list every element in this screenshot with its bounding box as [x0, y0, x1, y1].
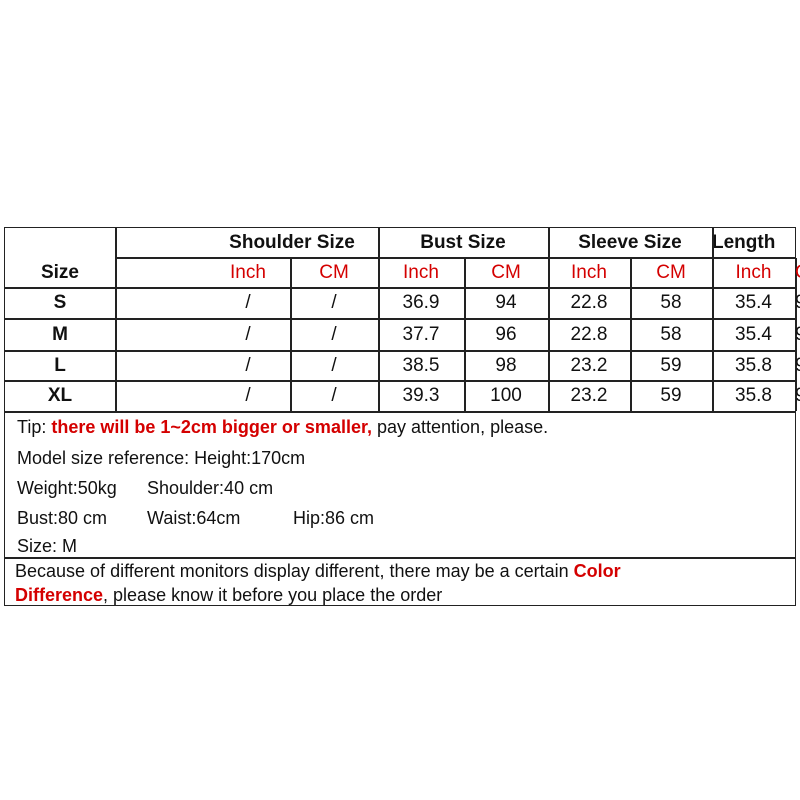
model-ref: Model size reference: Height:170cm [17, 448, 306, 468]
disclaimer-suffix: , please know it before you place the or… [103, 585, 443, 605]
group-header: Length [712, 231, 776, 253]
table-cell: 35.8 [735, 354, 772, 376]
table-cell: / [331, 354, 337, 376]
unit-header: Inch [403, 261, 439, 283]
divider [378, 228, 380, 411]
size-label: S [53, 292, 67, 313]
table-cell: 36.9 [402, 292, 440, 313]
model-waist: Waist:64cm [147, 508, 241, 528]
table-cell: 96 [495, 323, 517, 345]
tip-suffix: pay attention, please. [371, 417, 549, 437]
group-header: Sleeve Size [578, 231, 682, 253]
tip-note: Tip: there will be 1~2cm bigger or small… [17, 417, 548, 438]
table-cell: 35.8 [735, 385, 772, 406]
table-cell: / [331, 385, 337, 406]
unit-header: Inch [230, 261, 266, 283]
tip-highlight: there will be 1~2cm bigger or smaller, [51, 417, 372, 437]
disclaimer: Because of different monitors display di… [15, 559, 621, 607]
divider [115, 228, 117, 411]
table-cell: 23.2 [570, 354, 608, 376]
table-cell: 90 [795, 288, 800, 318]
table-cell: 59 [660, 354, 682, 376]
size-chart-table: Size Tip: there will be 1~2cm bigger or … [4, 227, 800, 607]
divider [5, 350, 795, 352]
table-cell: / [245, 385, 251, 406]
group-header: Bust Size [420, 231, 506, 253]
table-cell: / [331, 292, 337, 313]
tip-prefix: Tip: [17, 417, 52, 437]
divider [5, 380, 795, 382]
table-cell: / [245, 323, 251, 345]
table-cell: 22.8 [570, 323, 608, 345]
size-header: Size [40, 261, 80, 283]
divider [464, 258, 466, 411]
table-cell: 23.2 [570, 385, 608, 406]
table-cell: 35.4 [735, 323, 772, 345]
size-label: XL [47, 385, 73, 406]
table-cell: / [331, 323, 337, 345]
unit-header: CM [319, 261, 349, 283]
divider [290, 258, 292, 411]
table-cell: 38.5 [402, 354, 440, 376]
group-header: Shoulder Size [229, 231, 355, 253]
unit-header: Inch [571, 261, 607, 283]
table-cell: 100 [490, 385, 522, 406]
divider [5, 318, 795, 320]
model-bust: Bust:80 cm [17, 508, 108, 528]
divider [5, 287, 795, 289]
disclaimer-highlight: Color [573, 561, 621, 581]
table-cell: 39.3 [402, 385, 440, 406]
table-cell: 98 [495, 354, 517, 376]
unit-header: CM [795, 258, 800, 287]
disclaimer-highlight: Difference [15, 585, 104, 605]
model-size: Size: M [17, 536, 78, 556]
table-cell: 59 [660, 385, 682, 406]
table-cell: 37.7 [402, 323, 440, 345]
table-cell: 35.4 [735, 292, 772, 313]
size-label: M [52, 323, 68, 345]
table-cell: 94 [495, 292, 517, 313]
divider [115, 257, 795, 259]
table-cell: 91 [795, 381, 800, 411]
divider [5, 557, 795, 559]
divider [712, 228, 714, 411]
model-weight: Weight:50kg [17, 478, 117, 498]
table-cell: 58 [660, 323, 682, 345]
table-cell: 22.8 [570, 292, 608, 313]
disclaimer-prefix: Because of different monitors display di… [15, 561, 574, 581]
divider [630, 258, 632, 411]
model-hip: Hip:86 cm [293, 508, 375, 528]
unit-header: CM [491, 261, 521, 283]
unit-header: CM [656, 261, 686, 283]
model-shoulder: Shoulder:40 cm [147, 478, 274, 498]
divider [5, 411, 795, 413]
divider [548, 228, 550, 411]
table-cell: 90 [795, 319, 800, 350]
table-cell: 58 [660, 292, 682, 313]
unit-header: Inch [735, 261, 772, 283]
divider [795, 258, 797, 411]
table-cell: / [245, 292, 251, 313]
table-cell: / [245, 354, 251, 376]
size-label: L [54, 354, 66, 376]
table-cell: 91 [795, 351, 800, 380]
